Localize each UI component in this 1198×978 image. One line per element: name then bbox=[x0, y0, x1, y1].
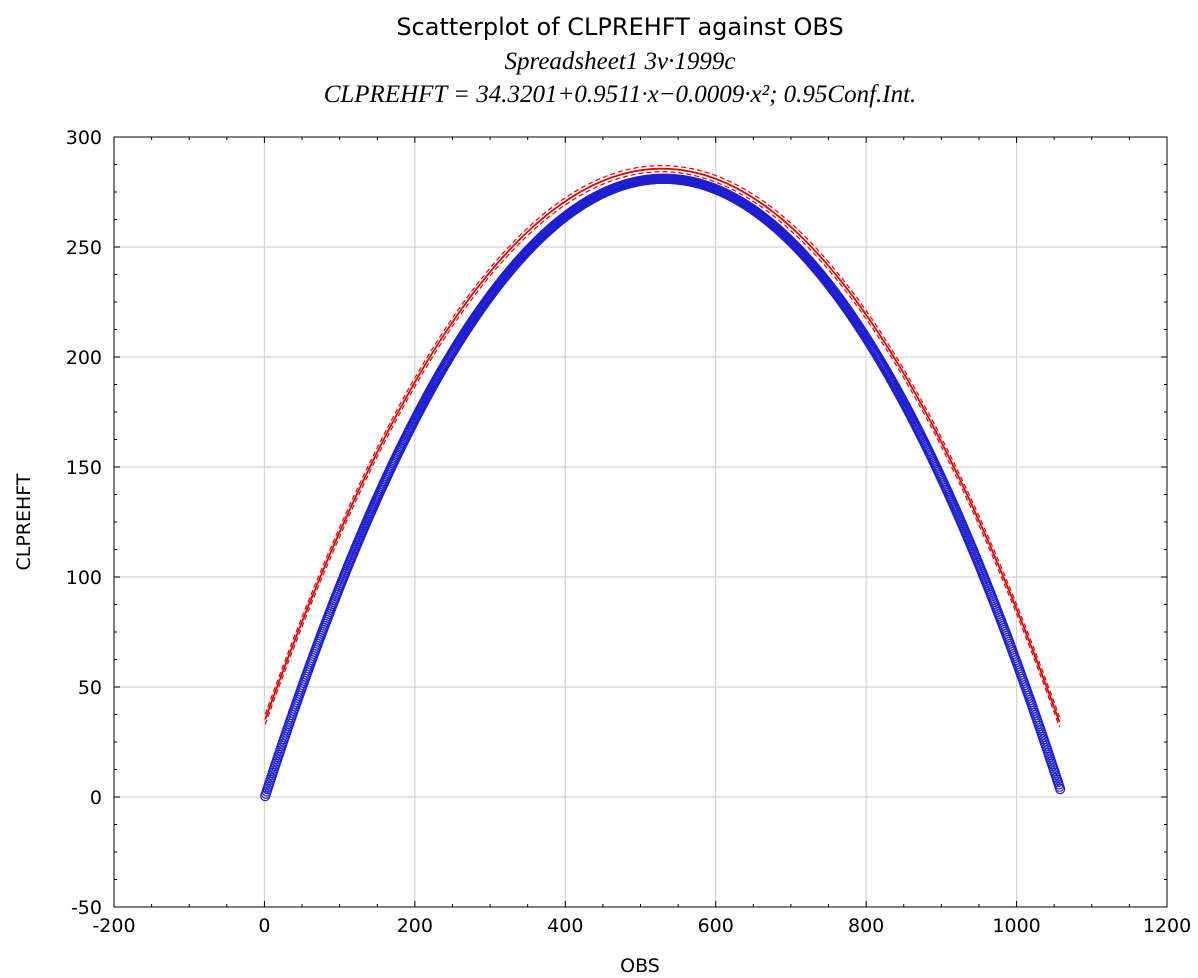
x-tick-label: 400 bbox=[547, 915, 583, 937]
data-point bbox=[1055, 784, 1066, 795]
x-tick-label: 0 bbox=[258, 915, 270, 937]
chart-title: Scatterplot of CLPREHFT against OBS bbox=[396, 13, 843, 41]
x-tick-label: 1000 bbox=[992, 915, 1040, 937]
y-tick-label: 50 bbox=[78, 677, 102, 699]
chart-equation: CLPREHFT = 34.3201+0.9511·x−0.0009·x²; 0… bbox=[324, 81, 917, 108]
x-tick-label: 1200 bbox=[1143, 915, 1191, 937]
x-tick-labels: -200 0 200 400 600 800 1000 1200 bbox=[92, 915, 1191, 937]
plot-frame bbox=[113, 136, 1168, 908]
y-axis-label: CLPREHFT bbox=[13, 473, 35, 570]
x-tick-label: 200 bbox=[397, 915, 433, 937]
chart-subtitle: Spreadsheet1 3v·1999c bbox=[505, 48, 736, 75]
y-tick-label: 150 bbox=[66, 457, 102, 479]
conf-lower-line bbox=[264, 171, 1061, 728]
fit-curves bbox=[264, 165, 1061, 728]
y-tick-label: -50 bbox=[71, 897, 102, 919]
y-tick-label: 0 bbox=[90, 787, 102, 809]
y-tick-label: 100 bbox=[66, 567, 102, 589]
scatter-points bbox=[260, 173, 1066, 802]
y-tick-labels: -50 0 50 100 150 200 250 300 bbox=[66, 127, 102, 919]
x-tick-label: 600 bbox=[698, 915, 734, 937]
grid-lines bbox=[114, 137, 1167, 907]
x-axis-label: OBS bbox=[620, 955, 660, 977]
y-tick-label: 300 bbox=[66, 127, 102, 149]
y-tick-label: 250 bbox=[66, 237, 102, 259]
x-tick-label: 800 bbox=[848, 915, 884, 937]
x-tick-label: -200 bbox=[92, 915, 135, 937]
y-tick-label: 200 bbox=[66, 347, 102, 369]
fit-line bbox=[264, 167, 1061, 723]
axis-ticks bbox=[113, 136, 1168, 908]
